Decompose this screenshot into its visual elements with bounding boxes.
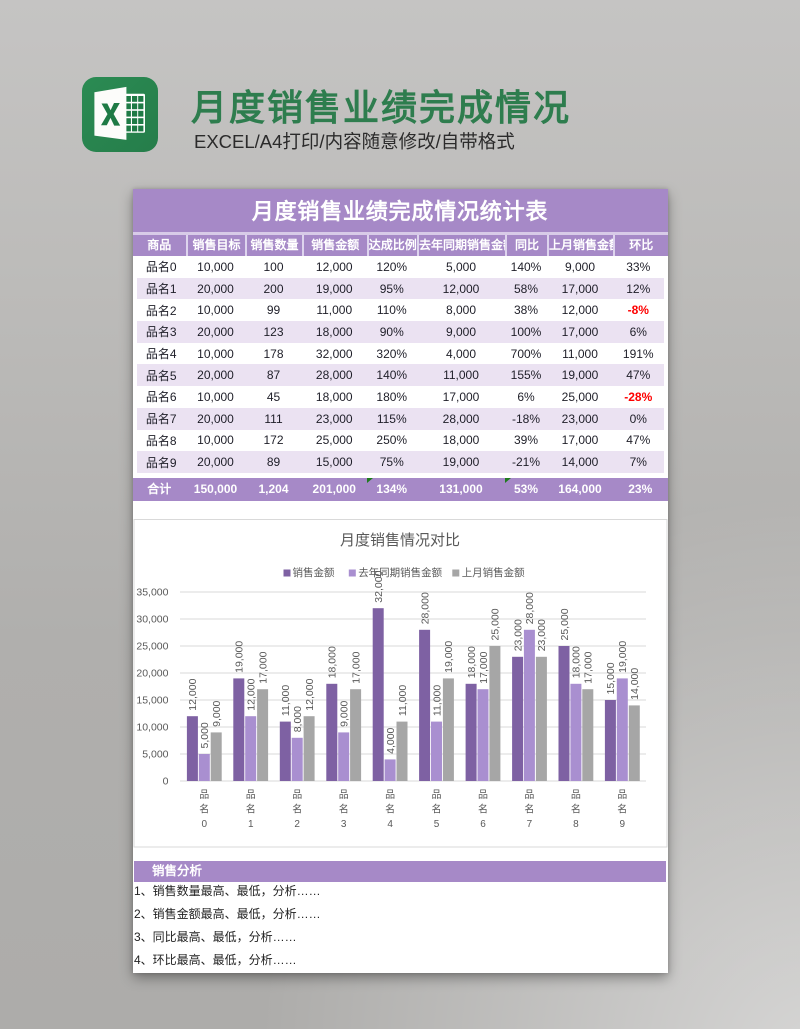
- svg-text:名: 名: [478, 803, 488, 816]
- svg-text:销售金额: 销售金额: [292, 566, 334, 579]
- svg-text:5,000: 5,000: [199, 722, 211, 748]
- svg-text:15,000: 15,000: [136, 695, 168, 707]
- svg-text:11,000: 11,000: [396, 685, 408, 716]
- svg-text:4: 4: [387, 819, 393, 830]
- svg-text:28,000: 28,000: [419, 592, 431, 624]
- svg-text:上月销售金额: 上月销售金额: [461, 566, 524, 579]
- svg-text:11,000: 11,000: [280, 685, 292, 716]
- svg-text:19,000: 19,000: [617, 641, 629, 673]
- svg-text:18,000: 18,000: [465, 646, 477, 678]
- svg-text:名: 名: [338, 803, 348, 816]
- svg-text:品: 品: [524, 789, 534, 801]
- svg-text:6: 6: [480, 819, 486, 830]
- svg-text:18,000: 18,000: [570, 646, 582, 678]
- svg-text:名: 名: [617, 803, 627, 816]
- svg-text:名: 名: [245, 803, 255, 816]
- svg-text:0: 0: [201, 819, 207, 830]
- svg-text:0: 0: [162, 776, 168, 788]
- svg-text:品: 品: [245, 789, 255, 801]
- svg-text:25,000: 25,000: [489, 608, 501, 640]
- svg-text:2: 2: [294, 819, 300, 830]
- svg-text:23,000: 23,000: [536, 619, 548, 651]
- svg-text:品: 品: [431, 789, 441, 801]
- svg-text:品: 品: [478, 789, 488, 801]
- svg-text:品: 品: [617, 789, 627, 801]
- svg-text:14,000: 14,000: [629, 668, 641, 700]
- svg-text:9: 9: [619, 819, 625, 830]
- svg-text:名: 名: [385, 803, 395, 816]
- svg-text:17,000: 17,000: [350, 651, 362, 683]
- svg-text:品: 品: [292, 789, 302, 801]
- svg-text:30,000: 30,000: [136, 614, 168, 626]
- svg-text:17,000: 17,000: [582, 651, 594, 683]
- svg-text:17,000: 17,000: [477, 651, 489, 683]
- svg-text:5: 5: [433, 819, 439, 830]
- svg-text:18,000: 18,000: [326, 646, 338, 678]
- svg-text:品: 品: [570, 789, 580, 801]
- svg-text:7: 7: [526, 819, 532, 830]
- svg-text:3: 3: [340, 819, 346, 830]
- svg-text:名: 名: [431, 803, 441, 816]
- svg-text:5,000: 5,000: [142, 749, 168, 761]
- svg-text:品: 品: [385, 789, 395, 801]
- svg-text:25,000: 25,000: [136, 641, 168, 653]
- svg-text:35,000: 35,000: [136, 587, 168, 599]
- svg-text:12,000: 12,000: [187, 678, 199, 710]
- svg-text:去年同期销售金额: 去年同期销售金额: [358, 566, 442, 579]
- svg-text:12,000: 12,000: [245, 678, 257, 710]
- svg-text:9,000: 9,000: [211, 700, 223, 726]
- svg-text:19,000: 19,000: [443, 641, 455, 673]
- svg-text:4,000: 4,000: [384, 727, 396, 753]
- svg-text:17,000: 17,000: [257, 651, 269, 683]
- svg-text:11,000: 11,000: [431, 685, 443, 716]
- svg-text:8,000: 8,000: [292, 706, 304, 732]
- svg-text:品: 品: [338, 789, 348, 801]
- svg-text:15,000: 15,000: [605, 662, 617, 694]
- svg-text:9,000: 9,000: [338, 700, 350, 726]
- svg-text:28,000: 28,000: [524, 592, 536, 624]
- svg-text:10,000: 10,000: [136, 722, 168, 734]
- svg-text:名: 名: [199, 803, 209, 816]
- svg-text:8: 8: [573, 819, 579, 830]
- svg-text:月度销售情况对比: 月度销售情况对比: [339, 532, 459, 549]
- svg-text:名: 名: [524, 803, 534, 816]
- svg-text:12,000: 12,000: [303, 678, 315, 710]
- svg-text:品: 品: [199, 789, 209, 801]
- svg-text:19,000: 19,000: [233, 641, 245, 673]
- svg-text:32,000: 32,000: [373, 570, 385, 602]
- svg-text:1: 1: [248, 819, 254, 830]
- svg-text:20,000: 20,000: [136, 668, 168, 680]
- svg-text:名: 名: [292, 803, 302, 816]
- svg-text:25,000: 25,000: [558, 608, 570, 640]
- svg-text:名: 名: [570, 803, 580, 816]
- svg-text:23,000: 23,000: [512, 619, 524, 651]
